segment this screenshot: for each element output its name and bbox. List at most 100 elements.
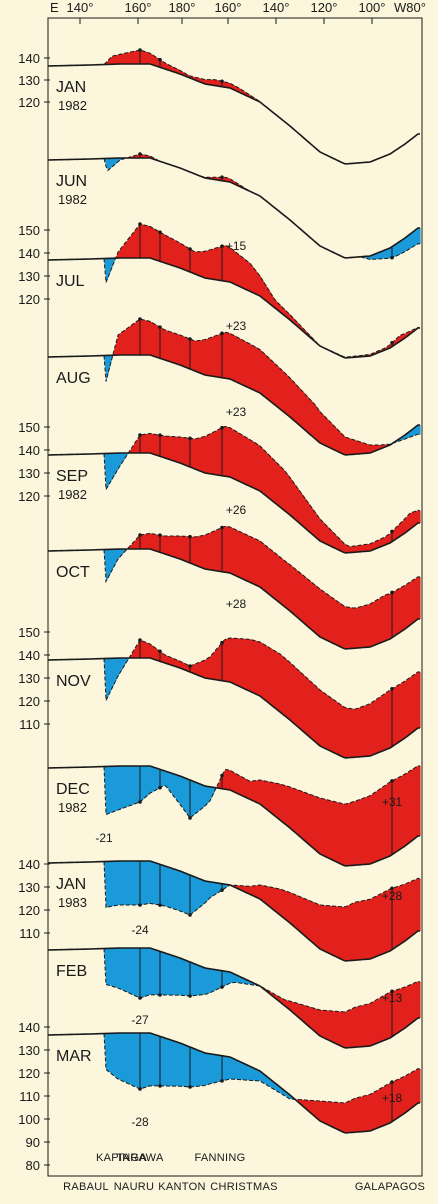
anomaly-fill-above (180, 536, 183, 560)
anomaly-fill-above (224, 638, 227, 682)
anomaly-fill-above (172, 332, 175, 363)
anomaly-fill-above (278, 783, 281, 820)
anomaly-fill-above (288, 376, 291, 417)
anomaly-fill-above (350, 546, 353, 553)
anomaly-fill-above (292, 380, 295, 421)
anomaly-label: +15 (226, 239, 247, 253)
anomaly-fill-above (418, 671, 421, 728)
anomaly-fill-above (148, 533, 151, 549)
anomaly-fill-above (214, 649, 217, 680)
normal-curve (47, 765, 420, 867)
y-tick-label: 130 (18, 880, 40, 895)
anomaly-fill-above (318, 688, 321, 746)
anomaly-fill-above (358, 901, 361, 960)
anomaly-fill-below (106, 453, 109, 490)
anomaly-fill-above (168, 656, 171, 665)
anomaly-fill-above (382, 1086, 385, 1127)
anomaly-fill-above (296, 485, 299, 522)
anomaly-fill-above (290, 378, 293, 419)
anomaly-fill-above (266, 285, 269, 303)
anomaly-fill-above (268, 288, 271, 304)
anomaly-fill-above (268, 646, 271, 704)
anomaly-fill-below (176, 774, 179, 802)
anomaly-fill-above (396, 1079, 399, 1119)
anomaly-fill-above (248, 342, 251, 389)
anomaly-fill-below (178, 775, 181, 805)
anomaly-fill-above (238, 337, 241, 384)
y-tick-label: 120 (18, 95, 40, 110)
anomaly-fill-above (398, 588, 401, 634)
anomaly-fill-below (192, 962, 195, 996)
anomaly-fill-above (112, 55, 115, 65)
anomaly-fill-below (128, 861, 131, 905)
anomaly-fill-above (360, 544, 363, 552)
anomaly-fill-above (130, 447, 133, 453)
anomaly-fill-above (342, 1011, 345, 1048)
anomaly-fill-below (114, 453, 117, 476)
anomaly-fill-above (244, 638, 247, 690)
anomaly-fill-above (160, 651, 163, 662)
anomaly-fill-above (174, 239, 177, 267)
anomaly-fill-above (276, 462, 279, 506)
anomaly-fill-above (182, 335, 185, 367)
anomaly-fill-below (206, 968, 209, 995)
anomaly-fill-above (226, 638, 229, 682)
anomaly-fill-above (134, 229, 137, 258)
anomaly-fill-below (156, 863, 159, 905)
anomaly-fill-above (366, 604, 369, 648)
anomaly-fill-above (234, 430, 237, 480)
anomaly-fill-below (246, 1064, 249, 1081)
anomaly-fill-below (184, 959, 187, 996)
anomaly-fill-above (394, 527, 397, 541)
observed-curve (103, 765, 421, 819)
anomaly-fill-below (108, 1033, 111, 1073)
anomaly-fill-above (320, 589, 323, 638)
anomaly-fill-above (316, 903, 319, 948)
anomaly-fill-above (408, 582, 411, 627)
anomaly-fill-above (328, 1010, 331, 1041)
panel-jan-1982 (47, 48, 420, 165)
anomaly-fill-above (124, 241, 127, 258)
anomaly-fill-above (376, 790, 379, 862)
anomaly-fill-above (166, 436, 169, 459)
anomaly-fill-below (402, 238, 405, 254)
anomaly-fill-above (140, 434, 143, 453)
anomaly-fill-below (214, 969, 217, 991)
station-point (158, 903, 162, 907)
anomaly-fill-above (148, 52, 151, 64)
anomaly-fill-above (368, 604, 371, 648)
anomaly-fill-above (210, 337, 213, 377)
anomaly-fill-above (330, 905, 333, 955)
anomaly-fill-above (278, 888, 281, 915)
anomaly-fill-above (240, 531, 243, 579)
anomaly-fill-below (206, 786, 209, 805)
anomaly-fill-below (200, 879, 203, 907)
anomaly-fill-above (318, 1009, 321, 1036)
anomaly-fill-below (184, 872, 187, 914)
anomaly-fill-above (212, 79, 215, 86)
anomaly-fill-above (312, 1100, 315, 1116)
station-point (158, 1084, 162, 1088)
anomaly-fill-below (204, 880, 207, 904)
month-label: JAN (56, 79, 86, 96)
anomaly-fill-above (254, 442, 257, 490)
anomaly-fill-below (152, 1033, 155, 1086)
anomaly-fill-above (284, 560, 287, 608)
anomaly-fill-above (242, 434, 245, 484)
anomaly-fill-above (404, 773, 407, 847)
anomaly-fill-above (354, 902, 357, 961)
anomaly-fill-below (124, 766, 127, 808)
anomaly-fill-above (224, 177, 227, 182)
y-tick-label: 120 (18, 292, 40, 307)
anomaly-fill-above (318, 797, 321, 854)
anomaly-fill-above (314, 1100, 317, 1118)
anomaly-fill-above (342, 541, 345, 553)
anomaly-fill-above (366, 899, 369, 960)
anomaly-fill-above (266, 355, 269, 400)
anomaly-fill-above (130, 324, 133, 355)
anomaly-fill-above (344, 435, 347, 455)
anomaly-fill-above (186, 337, 189, 369)
anomaly-fill-below (146, 861, 149, 905)
anomaly-fill-below (114, 766, 117, 812)
anomaly-fill-below (152, 766, 155, 793)
